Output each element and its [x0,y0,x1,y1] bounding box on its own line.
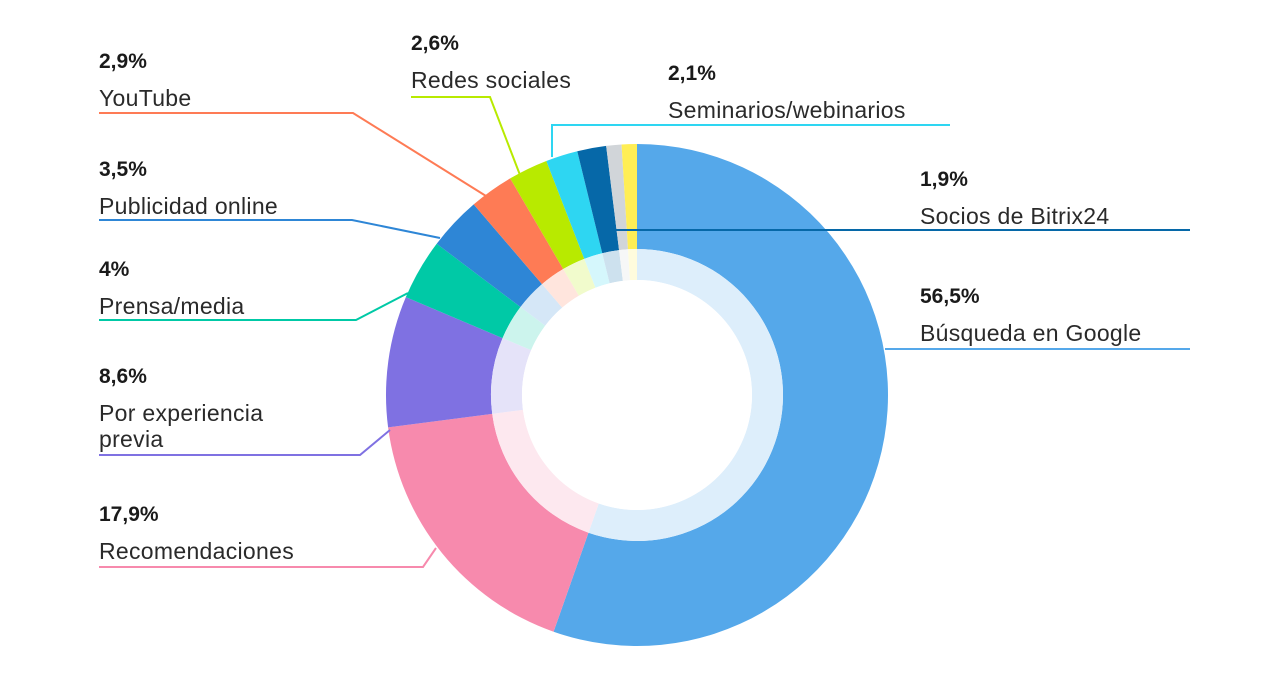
category-label-youtube: YouTube [99,85,191,111]
data-label-youtube: 2,9% [99,50,147,73]
slice-youtube [473,178,564,285]
leader-line-por-experiencia-previa [99,429,391,456]
category-label-socios-de-bitrix24: Socios de Bitrix24 [920,203,1110,229]
donut-slices [385,144,889,646]
leader-line-prensa-media [99,292,409,321]
category-label-por-experiencia-previa: Por experiencia [99,400,263,426]
slice-prensa-media [405,243,521,339]
category-label-por-experiencia-previa: previa [99,426,163,452]
inner-band-segment [490,338,532,414]
inner-band-segment [588,249,783,541]
slice-por-experiencia-previa [385,297,503,428]
leader-line-recomendaciones [99,547,437,568]
inner-band-segment [492,409,599,533]
slice-redes-sociales [510,160,585,270]
leader-line-seminarios-webinarios [551,124,950,157]
inner-band-segment [542,269,579,308]
leader-line-redes-sociales [411,96,521,176]
inner-band-segment [602,250,623,284]
data-label-publicidad-online: 3,5% [99,158,147,181]
category-label-redes-sociales: Redes sociales [411,67,571,93]
donut-inner-band [490,249,783,541]
slice-unlabeled-9 [606,144,629,251]
data-label-prensa-media: 4% [99,258,130,281]
data-label-socios-de-bitrix24: 1,9% [920,168,968,191]
slice-b-squeda-en-google [553,144,889,646]
category-label-publicidad-online: Publicidad online [99,193,278,219]
leader-line-youtube [99,112,487,197]
data-label-seminarios-webinarios: 2,1% [668,62,716,85]
callout-labels: 56,5% Búsqueda en Google 17,9% Recomendacio… [99,32,1190,568]
data-label-redes-sociales: 2,6% [411,32,459,55]
category-label-prensa-media: Prensa/media [99,293,245,319]
slice-recomendaciones [388,413,589,632]
slice-publicidad-online [436,204,543,308]
donut-hole [522,280,752,510]
leader-line-publicidad-online [99,219,441,239]
slice-socios-de-bitrix24 [577,145,620,254]
inner-band-segment [520,284,563,326]
slice-unlabeled-10 [621,144,637,250]
inner-band-segment [619,249,630,281]
category-label-recomendaciones: Recomendaciones [99,538,294,564]
category-label-seminarios-webinarios: Seminarios/webinarios [668,97,906,123]
inner-band-segment [584,253,610,288]
data-label-recomendaciones: 17,9% [99,503,159,526]
inner-band-segment [563,258,596,296]
slice-seminarios-webinarios [546,151,603,259]
data-label-por-experiencia-previa: 8,6% [99,365,147,388]
inner-band-segment [628,249,637,281]
data-label-b-squeda-en-google: 56,5% [920,285,980,308]
inner-band-segment [502,307,546,351]
category-label-b-squeda-en-google: Búsqueda en Google [920,320,1142,346]
